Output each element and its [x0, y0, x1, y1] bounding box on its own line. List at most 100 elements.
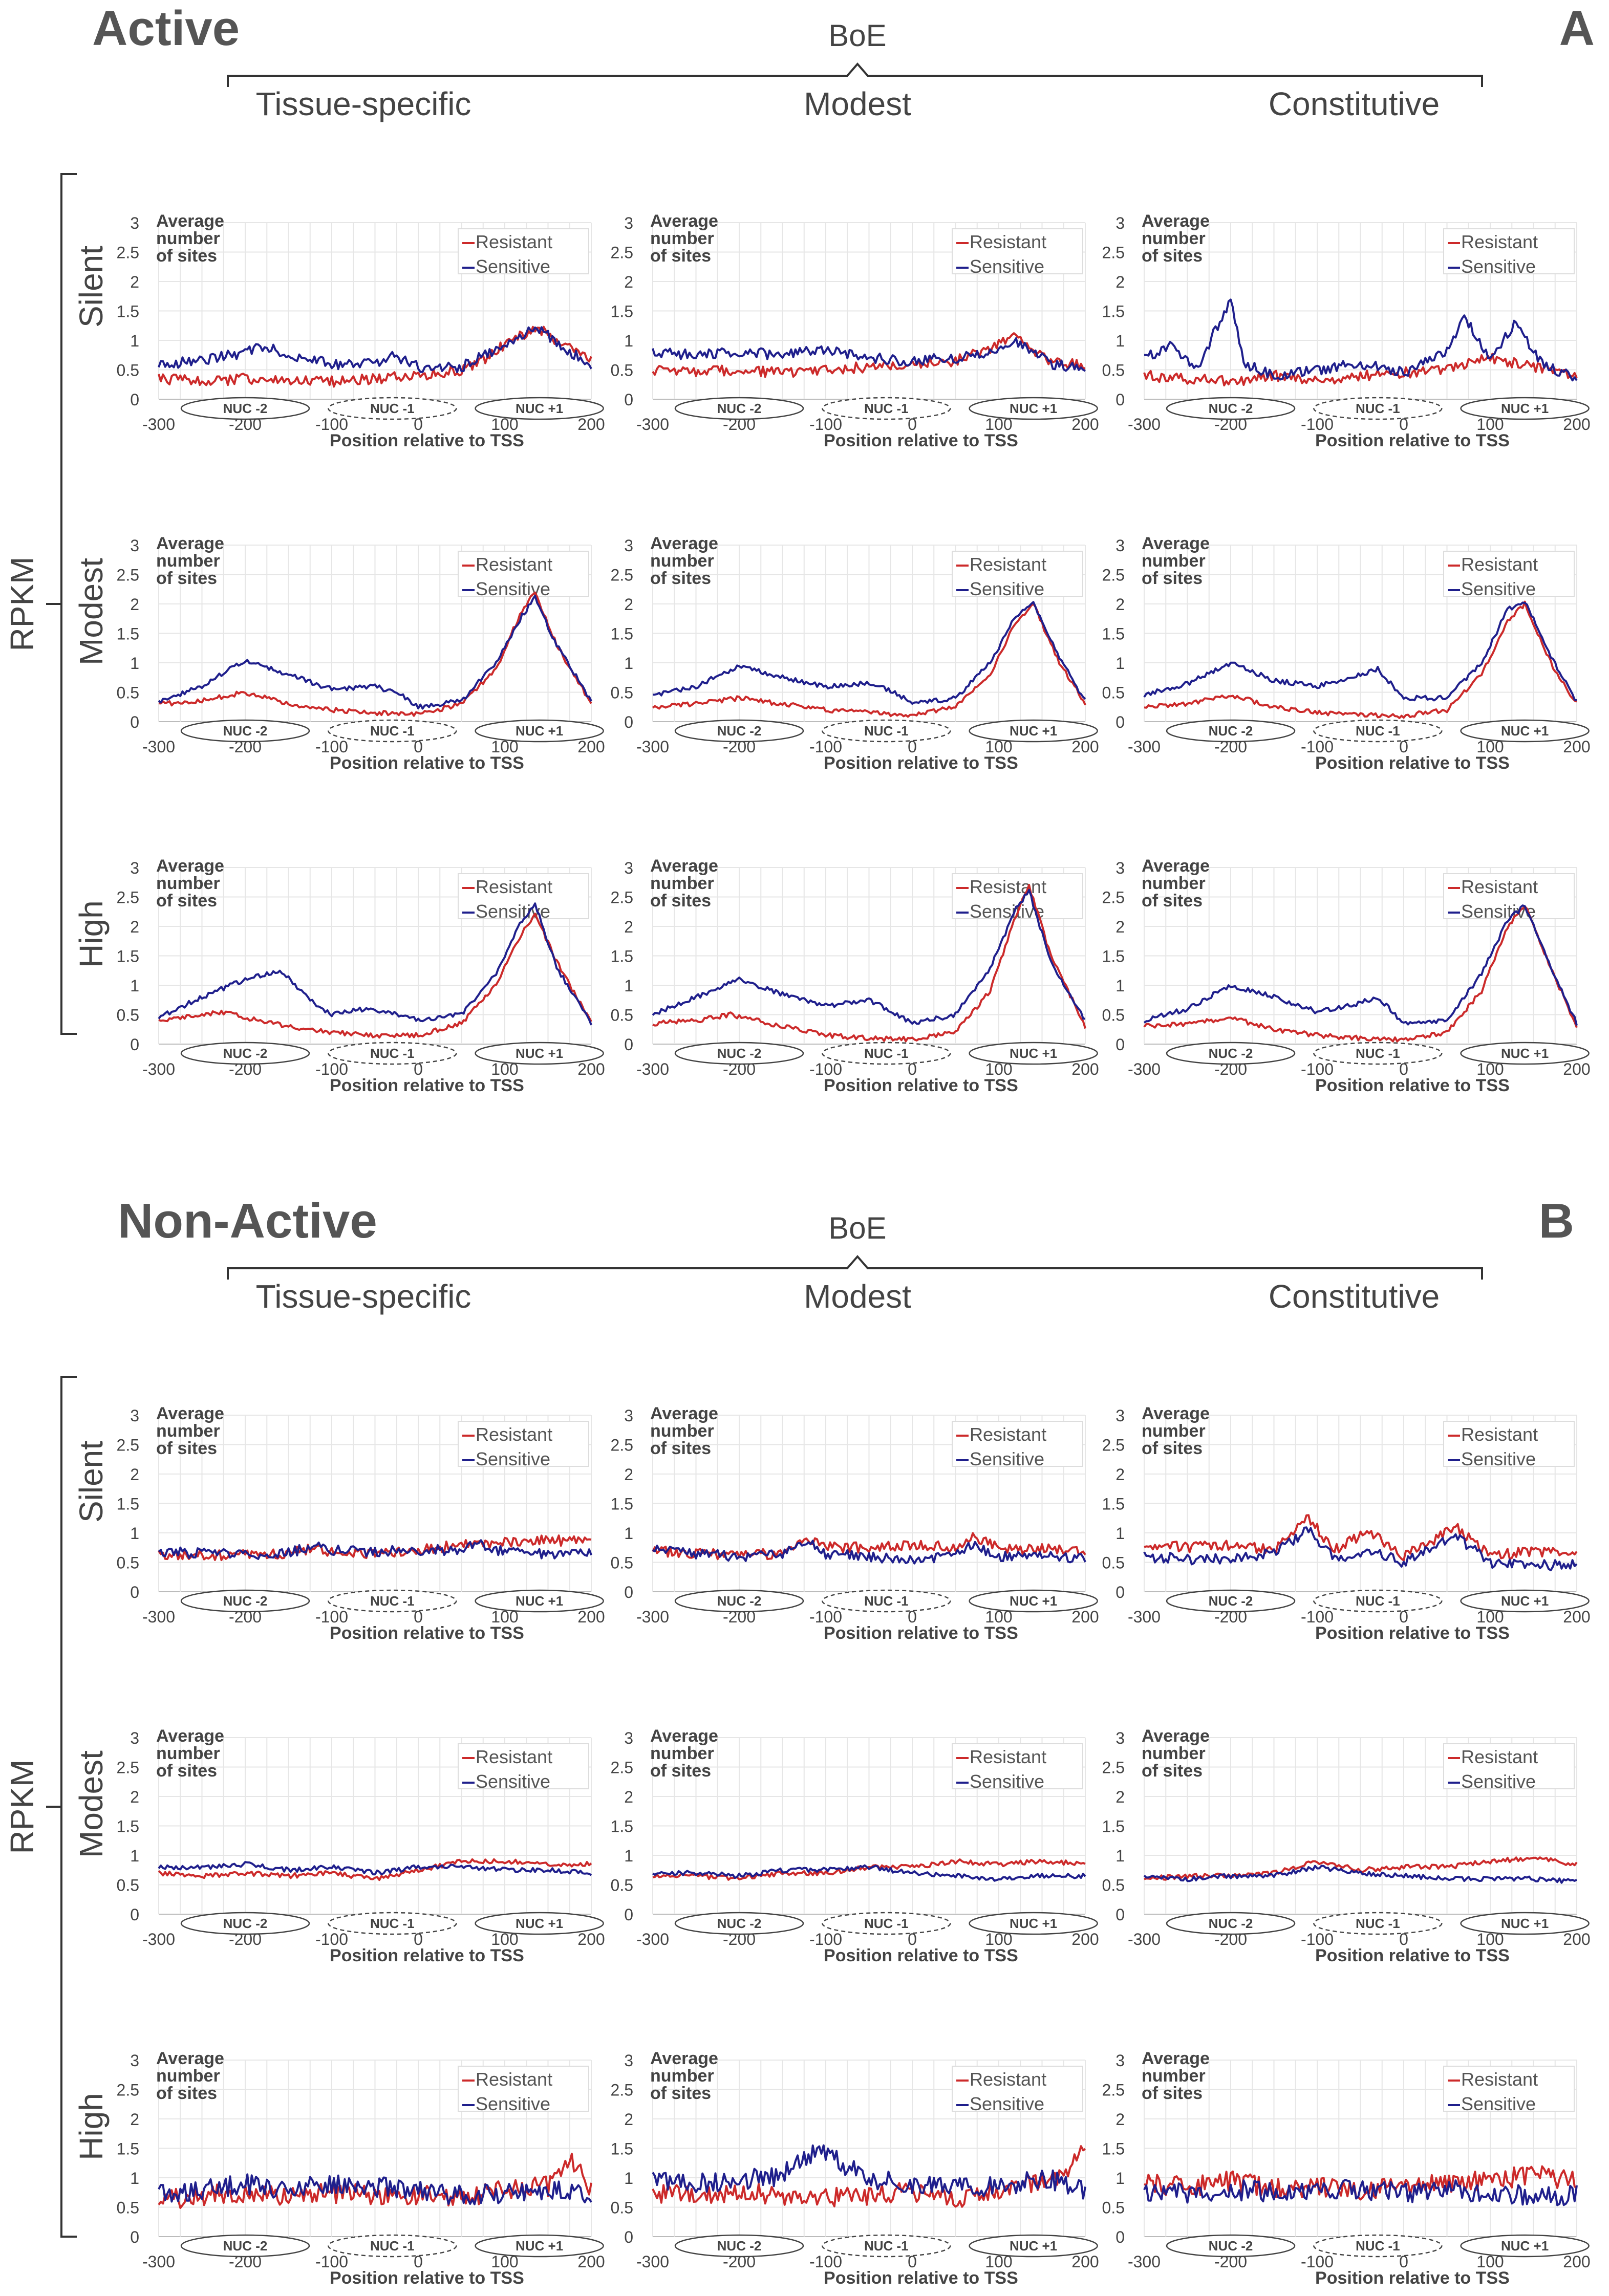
nucleosome-marker — [1166, 2234, 1296, 2258]
series-line-sensitive — [158, 1539, 592, 1560]
nucleosome-marker — [674, 1912, 804, 1935]
x-tick-label: 200 — [577, 1060, 605, 1078]
x-tick-label: -300 — [636, 1608, 669, 1626]
rpkm-label-b: RPKM — [4, 1760, 40, 1854]
chart-panel-non-active-silent-tissue-specific: 00.511.522.53-300 -200 -100 0 100 200Position… — [117, 1404, 605, 1643]
nucleosome-marker — [475, 397, 604, 420]
y-tick-label: 3 — [130, 536, 139, 555]
y-axis-label-line: Average — [1142, 1726, 1210, 1746]
x-tick-label: -100 — [809, 1930, 842, 1948]
y-axis-label-line: of sites — [1142, 246, 1203, 266]
y-tick-label: 1.5 — [1102, 947, 1125, 966]
x-axis-label: Position relative to TSS — [330, 753, 524, 773]
nucleosome-marker — [180, 2234, 310, 2258]
x-tick-label: 0 — [414, 1060, 423, 1078]
series-line-resistant — [158, 1534, 592, 1562]
x-tick-label: -300 — [636, 1930, 669, 1948]
x-tick-label: -300 — [636, 415, 669, 434]
chart-panel-non-active-high-tissue-specific: 00.511.522.53-300 -200 -100 0 100 200Position… — [117, 2049, 605, 2288]
boe-label-b: BoE — [828, 1211, 886, 1245]
x-axis-label: Position relative to TSS — [824, 1623, 1018, 1643]
x-axis-label: Position relative to TSS — [824, 753, 1018, 773]
chart-panel-non-active-modest-tissue-specific: 00.511.522.53-300 -200 -100 0 100 200Position… — [117, 1726, 605, 1965]
y-axis-label-line: Average — [650, 211, 718, 231]
y-tick-label: 2 — [1115, 595, 1125, 614]
x-axis-label: Position relative to TSS — [330, 1076, 524, 1095]
y-tick-label: 3 — [1115, 1729, 1125, 1747]
nucleosome-marker — [822, 1912, 951, 1935]
legend-label-resistant: Resistant — [1461, 876, 1538, 897]
nucleosome-marker — [674, 397, 804, 420]
y-tick-label: 0.5 — [117, 2199, 139, 2217]
nucleosome-marker — [180, 1042, 310, 1065]
x-tick-label: 200 — [1071, 2252, 1099, 2271]
nucleosome-label: NUC +1 — [1010, 1046, 1057, 1061]
nucleosome-marker — [1166, 1912, 1296, 1935]
x-tick-label: -100 — [809, 1608, 842, 1626]
x-axis-label: Position relative to TSS — [1315, 431, 1510, 450]
nucleosome-label: NUC -2 — [223, 2238, 268, 2254]
series-line-sensitive — [158, 902, 592, 1026]
y-axis-label-line: Average — [156, 1404, 224, 1423]
y-tick-label: 1 — [1115, 654, 1125, 673]
y-tick-label: 2.5 — [117, 1759, 139, 1777]
nucleosome-label: NUC -1 — [864, 723, 909, 739]
y-tick-label: 3 — [130, 1729, 139, 1747]
nucleosome-marker — [1166, 1042, 1296, 1065]
nucleosome-marker — [475, 2234, 604, 2258]
nucleosome-label: NUC -2 — [1209, 2238, 1253, 2254]
series-line-sensitive — [652, 337, 1086, 372]
y-tick-label: 0.5 — [117, 684, 139, 702]
x-tick-label: -300 — [142, 738, 175, 756]
y-axis-label-line: Average — [1142, 1404, 1210, 1423]
nucleosome-label: NUC -2 — [223, 1593, 268, 1609]
nucleosome-label: NUC +1 — [516, 2238, 563, 2254]
y-tick-label: 2.5 — [611, 244, 633, 262]
x-tick-label: -100 — [1301, 1060, 1334, 1078]
x-tick-label: 200 — [1563, 415, 1590, 434]
y-tick-label: 2 — [1115, 273, 1125, 291]
y-axis-label-line: Average — [156, 2049, 224, 2068]
y-axis-label-line: of sites — [650, 891, 711, 911]
nucleosome-marker — [180, 397, 310, 420]
legend-box — [458, 1743, 589, 1789]
x-tick-label: -300 — [636, 2252, 669, 2271]
series-line-resistant — [1144, 2165, 1578, 2201]
y-tick-label: 0.5 — [1102, 684, 1125, 702]
y-axis-label-line: Average — [156, 1726, 224, 1746]
y-tick-label: 0 — [624, 391, 633, 409]
row-label-a-silent: Silent — [73, 246, 110, 328]
x-axis-label: Position relative to TSS — [330, 1623, 524, 1643]
section-letter-b: B — [1539, 1194, 1574, 1248]
x-tick-label: -300 — [1128, 2252, 1161, 2271]
y-tick-label: 1 — [1115, 2169, 1125, 2187]
nucleosome-label: NUC +1 — [1010, 1916, 1057, 1931]
y-tick-label: 1 — [130, 2169, 139, 2187]
nucleosome-label: NUC +1 — [1501, 1916, 1549, 1931]
nucleosome-marker — [1166, 1589, 1296, 1613]
x-tick-label: 200 — [1071, 738, 1099, 756]
y-axis-label-line: number — [650, 1744, 714, 1763]
y-tick-label: 0.5 — [611, 2199, 633, 2217]
nucleosome-marker — [328, 397, 457, 420]
y-axis-label-line: of sites — [1142, 1439, 1203, 1458]
legend-label-resistant: Resistant — [970, 231, 1046, 252]
nucleosome-label: NUC -1 — [370, 1046, 415, 1061]
y-axis-label-line: number — [650, 874, 714, 893]
nucleosome-label: NUC +1 — [1501, 1593, 1549, 1609]
y-tick-label: 0.5 — [1102, 1554, 1125, 1572]
y-tick-label: 0.5 — [1102, 2199, 1125, 2217]
y-tick-label: 0 — [624, 1583, 633, 1601]
y-tick-label: 1.5 — [117, 2140, 139, 2158]
chart-panel-non-active-high-modest: 00.511.522.53-300 -200 -100 0 100 200Position… — [611, 2049, 1099, 2288]
nucleosome-label: NUC -2 — [223, 723, 268, 739]
nucleosome-marker — [822, 1042, 951, 1065]
x-tick-label: 0 — [1399, 1060, 1408, 1078]
x-tick-label: -100 — [315, 1608, 348, 1626]
y-tick-label: 0 — [624, 1905, 633, 1924]
legend-label-resistant: Resistant — [970, 876, 1046, 897]
nucleosome-marker — [328, 1912, 457, 1935]
nucleosome-label: NUC -2 — [717, 2238, 762, 2254]
y-tick-label: 0 — [1115, 2228, 1125, 2246]
y-tick-label: 1.5 — [611, 302, 633, 321]
